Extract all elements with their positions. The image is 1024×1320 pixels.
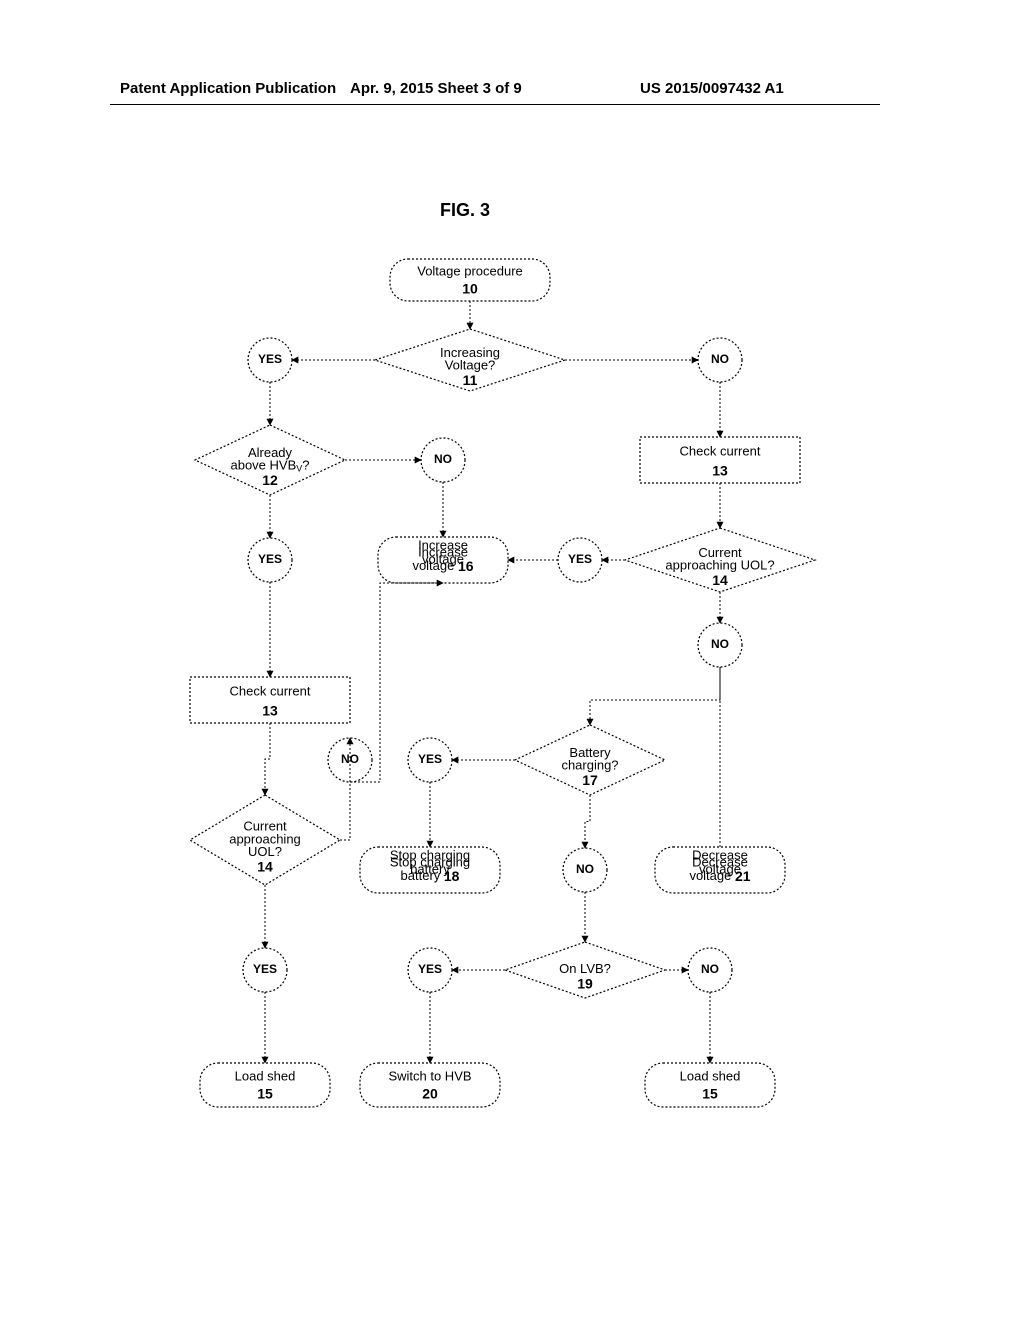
edge-n17-no17 bbox=[585, 795, 590, 848]
flowchart-canvas: 10 Voltage procedure IncreasingVoltage? 11… bbox=[0, 0, 1024, 1320]
svg-text:Switch to HVB: Switch to HVB bbox=[388, 1068, 471, 1083]
svg-text:Voltage procedure: Voltage procedure bbox=[417, 263, 523, 278]
edge-no14r-n17 bbox=[590, 667, 720, 725]
svg-text:NO: NO bbox=[711, 637, 729, 651]
node-yes19: YES bbox=[408, 948, 452, 992]
svg-text:NO: NO bbox=[434, 452, 452, 466]
svg-text:13: 13 bbox=[262, 703, 278, 719]
svg-text:YES: YES bbox=[258, 352, 282, 366]
svg-text:On LVB?: On LVB? bbox=[559, 961, 611, 976]
svg-text:14: 14 bbox=[712, 572, 728, 588]
node-n19: On LVB? 19 bbox=[505, 942, 665, 998]
svg-text:Load shed: Load shed bbox=[680, 1068, 741, 1083]
svg-text:Check current: Check current bbox=[680, 443, 761, 458]
svg-text:voltage: voltage bbox=[699, 861, 741, 876]
svg-text:14: 14 bbox=[257, 859, 273, 875]
svg-text:NO: NO bbox=[576, 862, 594, 876]
svg-text:15: 15 bbox=[257, 1086, 273, 1102]
node-n14r: Currentapproaching UOL? 14 bbox=[625, 528, 815, 592]
node-yes12: YES bbox=[248, 538, 292, 582]
svg-text:Decrease: Decrease bbox=[692, 847, 748, 862]
svg-text:approaching UOL?: approaching UOL? bbox=[665, 558, 774, 573]
svg-text:19: 19 bbox=[577, 976, 593, 992]
node-no11: NO bbox=[698, 338, 742, 382]
svg-text:NO: NO bbox=[341, 752, 359, 766]
svg-text:13: 13 bbox=[712, 463, 728, 479]
svg-text:charging?: charging? bbox=[561, 758, 618, 773]
svg-text:UOL?: UOL? bbox=[248, 844, 282, 859]
svg-text:YES: YES bbox=[568, 552, 592, 566]
svg-text:12: 12 bbox=[262, 472, 278, 488]
svg-text:battery: battery bbox=[410, 861, 450, 876]
svg-text:YES: YES bbox=[418, 962, 442, 976]
svg-text:NO: NO bbox=[701, 962, 719, 976]
edge-n13l-n14l bbox=[265, 723, 270, 795]
svg-text:10: 10 bbox=[462, 281, 478, 297]
svg-text:17: 17 bbox=[582, 772, 598, 788]
node-n11: IncreasingVoltage? 11 bbox=[375, 329, 565, 391]
svg-text:11: 11 bbox=[463, 372, 478, 388]
node-no19: NO bbox=[688, 948, 732, 992]
node-yes17: YES bbox=[408, 738, 452, 782]
node-n14l: CurrentapproachingUOL? 14 bbox=[190, 795, 340, 885]
svg-text:Increase: Increase bbox=[418, 537, 468, 552]
svg-text:YES: YES bbox=[253, 962, 277, 976]
svg-text:20: 20 bbox=[422, 1086, 438, 1102]
node-no14r: NO bbox=[698, 623, 742, 667]
node-yes11: YES bbox=[248, 338, 292, 382]
svg-text:YES: YES bbox=[418, 752, 442, 766]
node-n17: Batterycharging? 17 bbox=[515, 725, 665, 795]
svg-text:Check current: Check current bbox=[230, 683, 311, 698]
svg-text:15: 15 bbox=[702, 1086, 718, 1102]
node-no17: NO bbox=[563, 848, 607, 892]
node-yes14l: YES bbox=[243, 948, 287, 992]
node-yes14r: YES bbox=[558, 538, 602, 582]
svg-text:NO: NO bbox=[711, 352, 729, 366]
svg-text:Voltage?: Voltage? bbox=[445, 358, 496, 373]
svg-text:Stop charging: Stop charging bbox=[390, 847, 470, 862]
svg-text:voltage: voltage bbox=[422, 551, 464, 566]
svg-text:Load shed: Load shed bbox=[235, 1068, 296, 1083]
node-n12: Alreadyabove HVBV? 12 bbox=[195, 425, 345, 495]
svg-text:YES: YES bbox=[258, 552, 282, 566]
node-no12: NO bbox=[421, 438, 465, 482]
